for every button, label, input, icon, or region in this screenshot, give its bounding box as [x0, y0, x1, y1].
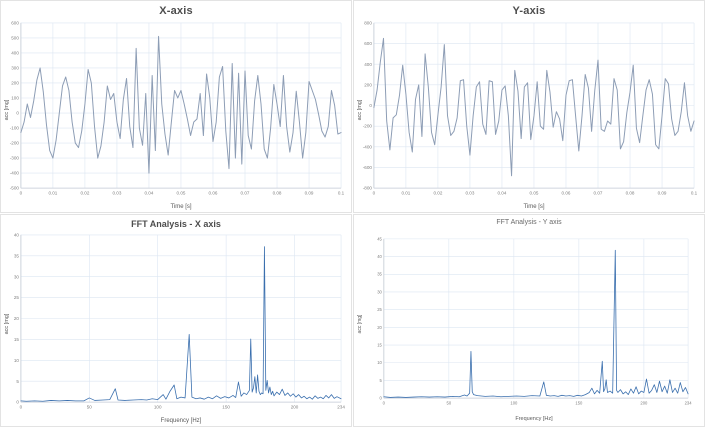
svg-text:234: 234	[337, 405, 345, 410]
svg-text:100: 100	[154, 405, 162, 410]
x-axis-time-plot: -500 -400 -300 -200 -100 0 100 200 300 400 500 600 0…	[10, 20, 345, 196]
svg-text:0.04: 0.04	[145, 191, 154, 196]
svg-text:0.03: 0.03	[112, 191, 121, 196]
svg-text:200: 200	[364, 82, 372, 87]
chart-title-fft-y: FFT Analysis - Y axis	[496, 219, 562, 226]
svg-text:800: 800	[364, 20, 372, 25]
svg-text:10: 10	[14, 358, 20, 363]
svg-text:50: 50	[87, 405, 93, 410]
svg-text:200: 200	[11, 81, 19, 86]
svg-text:0: 0	[16, 111, 19, 116]
svg-text:5: 5	[16, 379, 19, 384]
svg-text:-400: -400	[10, 171, 20, 176]
y-axis-label-acc: acc [mg]	[357, 314, 363, 333]
svg-text:400: 400	[364, 62, 372, 67]
chart-title-y-axis: Y-axis	[512, 5, 546, 17]
svg-text:5: 5	[380, 378, 383, 383]
svg-text:400: 400	[11, 51, 19, 56]
svg-text:0.08: 0.08	[626, 191, 635, 196]
svg-text:20: 20	[377, 325, 382, 330]
svg-text:150: 150	[222, 405, 230, 410]
y-axis-label-acc: acc [mg]	[4, 313, 10, 334]
svg-text:-200: -200	[10, 141, 20, 146]
svg-text:0.03: 0.03	[465, 191, 474, 196]
svg-text:0.09: 0.09	[305, 191, 314, 196]
x-axis-label-time: Time [s]	[170, 204, 192, 210]
svg-text:30: 30	[14, 274, 20, 279]
svg-text:0.01: 0.01	[48, 191, 57, 196]
svg-text:0: 0	[383, 400, 386, 405]
svg-text:200: 200	[640, 400, 648, 405]
x-axis-label-time: Time [s]	[523, 204, 545, 210]
svg-text:15: 15	[377, 343, 382, 348]
svg-text:100: 100	[11, 96, 19, 101]
svg-text:500: 500	[11, 36, 19, 41]
y-axis-time-plot: -800 -600 -400 -200 0 200 400 600 800 0 0.01 0.02 0.…	[363, 20, 698, 196]
svg-text:20: 20	[14, 316, 20, 321]
chart-title-fft-x: FFT Analysis - X axis	[131, 219, 221, 229]
svg-text:25: 25	[14, 295, 20, 300]
y-axis-label-acc: acc [mg]	[357, 99, 363, 120]
chart-panel-fft-x-axis: FFT Analysis - X axis acc [mg] 0 5 10 15 20 2…	[0, 214, 352, 427]
svg-text:0.07: 0.07	[594, 191, 603, 196]
svg-text:0: 0	[380, 396, 383, 401]
svg-text:0.07: 0.07	[241, 191, 250, 196]
svg-text:0.01: 0.01	[401, 191, 410, 196]
svg-text:0: 0	[20, 405, 23, 410]
svg-text:50: 50	[447, 400, 452, 405]
x-axis-label-frequency: Frequency [Hz]	[160, 418, 202, 424]
chart-panel-y-axis-time: Y-axis acc [mg] -800 -600 -400 -200 0 200 400 6…	[353, 0, 705, 213]
svg-text:0: 0	[16, 400, 19, 405]
svg-text:40: 40	[14, 233, 20, 238]
svg-text:100: 100	[510, 400, 518, 405]
svg-text:-100: -100	[10, 126, 20, 131]
x-axis-label-frequency: Frequency [Hz]	[515, 416, 553, 422]
svg-text:600: 600	[364, 41, 372, 46]
svg-text:-300: -300	[10, 156, 20, 161]
chart-panel-x-axis-time: X-axis acc [mg] -500 -400 -300 -200 -100 0 100…	[0, 0, 352, 213]
svg-text:25: 25	[377, 307, 382, 312]
svg-text:15: 15	[14, 337, 20, 342]
svg-text:0.06: 0.06	[562, 191, 571, 196]
svg-text:-200: -200	[363, 124, 373, 129]
svg-text:35: 35	[377, 272, 382, 277]
svg-text:150: 150	[575, 400, 583, 405]
fft-x-axis-plot: 0 5 10 15 20 25 30 35 40 0 50 100 150 200 234	[14, 233, 345, 410]
svg-text:0.02: 0.02	[80, 191, 89, 196]
svg-text:0: 0	[373, 191, 376, 196]
svg-text:234: 234	[685, 400, 693, 405]
chart-title-x-axis: X-axis	[159, 5, 193, 17]
svg-text:300: 300	[11, 66, 19, 71]
svg-text:600: 600	[11, 20, 19, 25]
svg-text:0.06: 0.06	[209, 191, 218, 196]
svg-text:-500: -500	[10, 186, 20, 191]
svg-text:0.02: 0.02	[433, 191, 442, 196]
svg-text:0.04: 0.04	[498, 191, 507, 196]
svg-text:30: 30	[377, 289, 382, 294]
svg-text:45: 45	[377, 236, 382, 241]
svg-text:0.1: 0.1	[691, 191, 698, 196]
svg-text:0.05: 0.05	[530, 191, 539, 196]
svg-text:10: 10	[377, 360, 382, 365]
svg-text:0.05: 0.05	[177, 191, 186, 196]
chart-panel-fft-y-axis: FFT Analysis - Y axis acc [mg] 0 5 10 15 20 2…	[353, 214, 705, 427]
svg-text:35: 35	[14, 253, 20, 258]
svg-text:0.1: 0.1	[338, 191, 345, 196]
svg-text:0: 0	[20, 191, 23, 196]
svg-text:0: 0	[369, 103, 372, 108]
fft-y-axis-plot: 0 5 10 15 20 25 30 35 40 45 0 50 100 150 200 234	[377, 236, 693, 405]
y-axis-label-acc: acc [mg]	[4, 99, 10, 120]
svg-text:-800: -800	[363, 186, 373, 191]
svg-text:-400: -400	[363, 144, 373, 149]
svg-text:200: 200	[291, 405, 299, 410]
svg-text:0.09: 0.09	[658, 191, 667, 196]
svg-text:0.08: 0.08	[273, 191, 282, 196]
svg-text:40: 40	[377, 254, 382, 259]
svg-text:-600: -600	[363, 165, 373, 170]
